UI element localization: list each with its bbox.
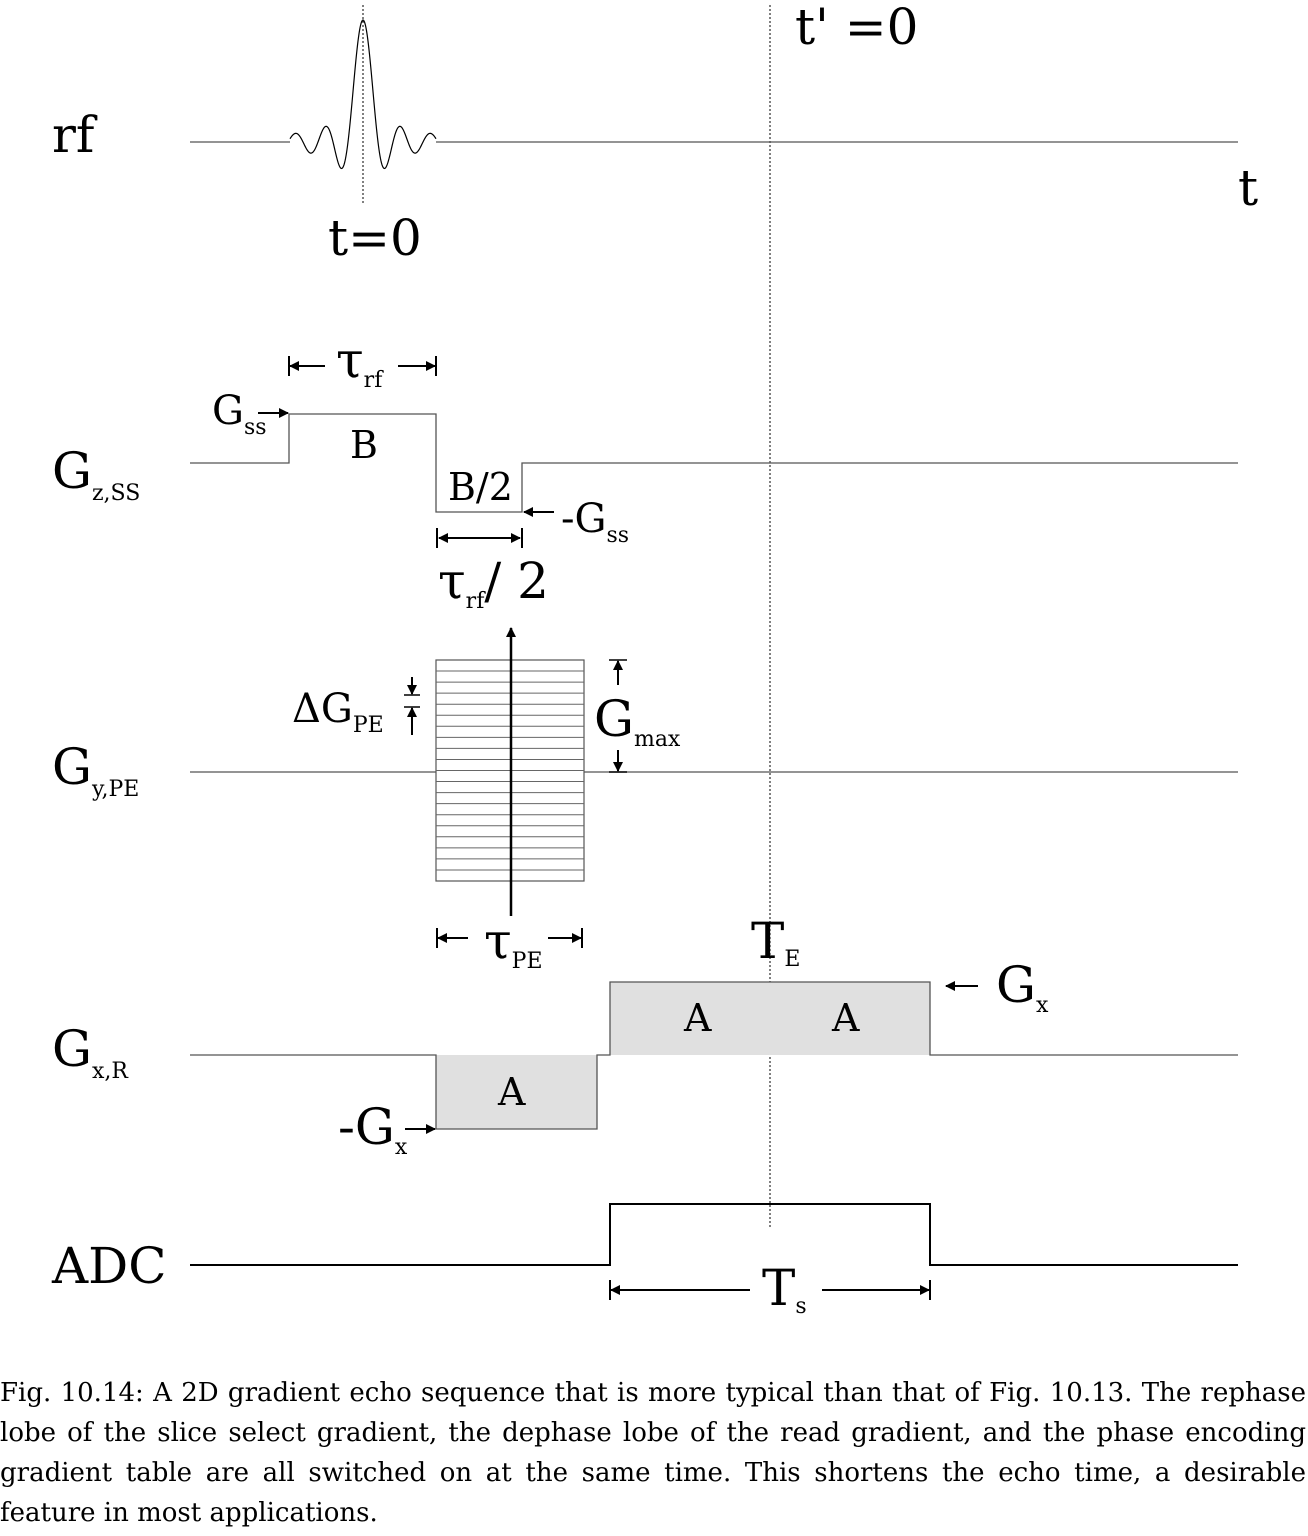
adc-row-label: ADC (51, 1237, 166, 1295)
read-lobe (610, 982, 930, 1055)
g-x-label: Gx (996, 956, 1049, 1018)
readout-row-label: Gx,R (52, 1020, 129, 1084)
adc-waveform (190, 1203, 1238, 1266)
phase-encode-row-label: Gy,PE (52, 738, 139, 802)
t-zero-label: t=0 (328, 209, 422, 267)
slice-select-waveform (190, 413, 1238, 513)
readout-waveform (190, 981, 1238, 1130)
g-ss-label: Gss (212, 388, 267, 440)
slice-select-row-label: Gz,SS (52, 442, 140, 506)
tau-pe-label: τPE (484, 912, 543, 974)
slice-rephase-lobe-label: B/2 (448, 465, 513, 509)
rf-row-label: rf (52, 106, 98, 164)
pulse-sequence-diagram: rf t t=0 t' =0 Gz,SS B B/2 τrf Gss -Gss … (51, 0, 1258, 1319)
sampling-time-label: Ts (762, 1259, 807, 1319)
g-max-label: Gmax (594, 690, 681, 752)
rf-sinc-pulse (289, 19, 437, 170)
figure-caption: Fig. 10.14: A 2D gradient echo sequence … (0, 1378, 1306, 1528)
echo-time-label: TE (751, 912, 800, 972)
read-lobe-left-label: A (683, 996, 712, 1040)
time-axis-label: t (1238, 159, 1258, 217)
neg-g-ss-label: -Gss (561, 496, 629, 548)
dephase-lobe (436, 1055, 597, 1129)
t-prime-zero-label: t' =0 (795, 0, 918, 56)
read-lobe-right-label: A (831, 996, 860, 1040)
neg-g-x-label: -Gx (338, 1098, 408, 1160)
tau-rf-label: τrf (336, 331, 384, 393)
tau-rf-half-label: τrf/ 2 (438, 552, 549, 614)
slice-lobe-label: B (350, 423, 378, 467)
delta-g-pe-label: ΔGPE (292, 686, 384, 738)
dephase-lobe-label: A (497, 1070, 526, 1114)
